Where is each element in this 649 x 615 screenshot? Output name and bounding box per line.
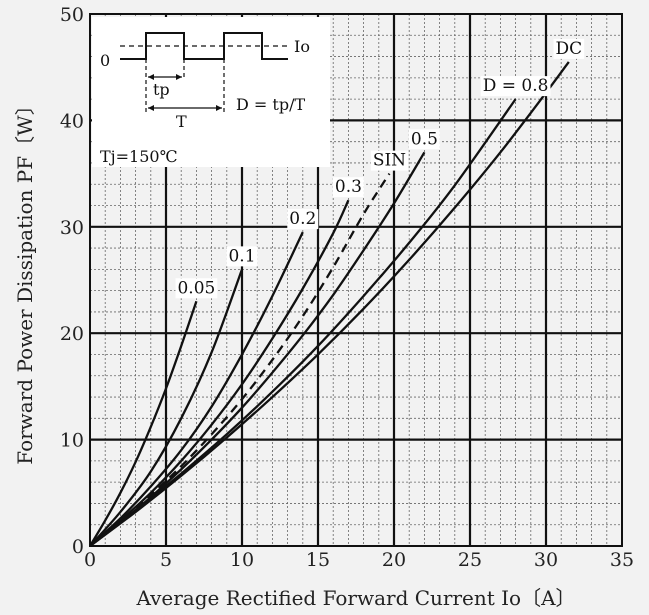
waveform-inset: 0 Io tp T D = tp/T Tj=150℃ xyxy=(92,17,330,167)
curve-label: SIN xyxy=(373,151,406,171)
inset-tp-label: tp xyxy=(153,80,170,99)
y-tick-label: 0 xyxy=(72,536,84,558)
y-axis-title: Forward Power Dissipation PF〔W〕 xyxy=(13,95,37,464)
curve-label-background xyxy=(226,246,258,267)
inset-period-label: T xyxy=(176,112,187,131)
curves xyxy=(89,61,570,547)
curve-label: D = 0.8 xyxy=(483,76,549,96)
curve-label: 0.5 xyxy=(411,129,438,149)
curve-label-background xyxy=(553,38,585,59)
curve-0-5 xyxy=(89,151,426,547)
x-tick-label: 25 xyxy=(458,549,482,571)
curve-sin xyxy=(89,172,391,547)
x-tick-label: 0 xyxy=(84,549,96,571)
curve-label: DC xyxy=(555,39,582,59)
curve-0-05 xyxy=(89,300,198,547)
curve-label: 0.3 xyxy=(335,177,362,197)
plot-frame xyxy=(89,13,623,547)
curve-0-2 xyxy=(89,231,304,547)
inset-zero-label: 0 xyxy=(100,51,110,70)
pulse-waveform xyxy=(120,32,288,60)
x-tick-label: 30 xyxy=(534,549,558,571)
x-tick-label: 20 xyxy=(382,549,406,571)
curve-label-background xyxy=(332,177,364,198)
inset-io-label: Io xyxy=(294,37,310,56)
curve-dc xyxy=(89,61,570,547)
curve-label: 0.05 xyxy=(177,278,215,298)
y-tick-labels: 0 10 20 30 40 50 xyxy=(60,4,84,558)
x-axis-title: Average Rectified Forward Current Io〔A〕 xyxy=(135,586,575,610)
curve-label-background xyxy=(287,209,319,230)
junction-temperature-label: Tj=150℃ xyxy=(100,147,177,166)
curve-label-background xyxy=(480,76,551,97)
y-tick-label: 30 xyxy=(60,217,84,239)
inset-duty-formula: D = tp/T xyxy=(236,95,305,114)
curve-label: 0.2 xyxy=(289,209,316,229)
y-tick-label: 10 xyxy=(60,430,84,452)
curve-0-3 xyxy=(89,199,350,547)
x-tick-label: 35 xyxy=(610,549,634,571)
y-tick-label: 50 xyxy=(60,4,84,26)
inset-background xyxy=(92,17,330,167)
x-tick-label: 15 xyxy=(306,549,330,571)
x-tick-label: 5 xyxy=(160,549,172,571)
curve-0-1 xyxy=(89,268,244,547)
x-tick-label: 10 xyxy=(230,549,254,571)
y-tick-label: 40 xyxy=(60,110,84,132)
curve-d-0-8 xyxy=(89,98,517,547)
x-tick-labels: 0 5 10 15 20 25 30 35 xyxy=(84,549,634,571)
curve-label-background xyxy=(370,150,409,171)
curve-label-background xyxy=(408,129,440,150)
curve-label-background xyxy=(175,278,218,299)
y-tick-label: 20 xyxy=(60,323,84,345)
curve-label: 0.1 xyxy=(228,246,255,266)
